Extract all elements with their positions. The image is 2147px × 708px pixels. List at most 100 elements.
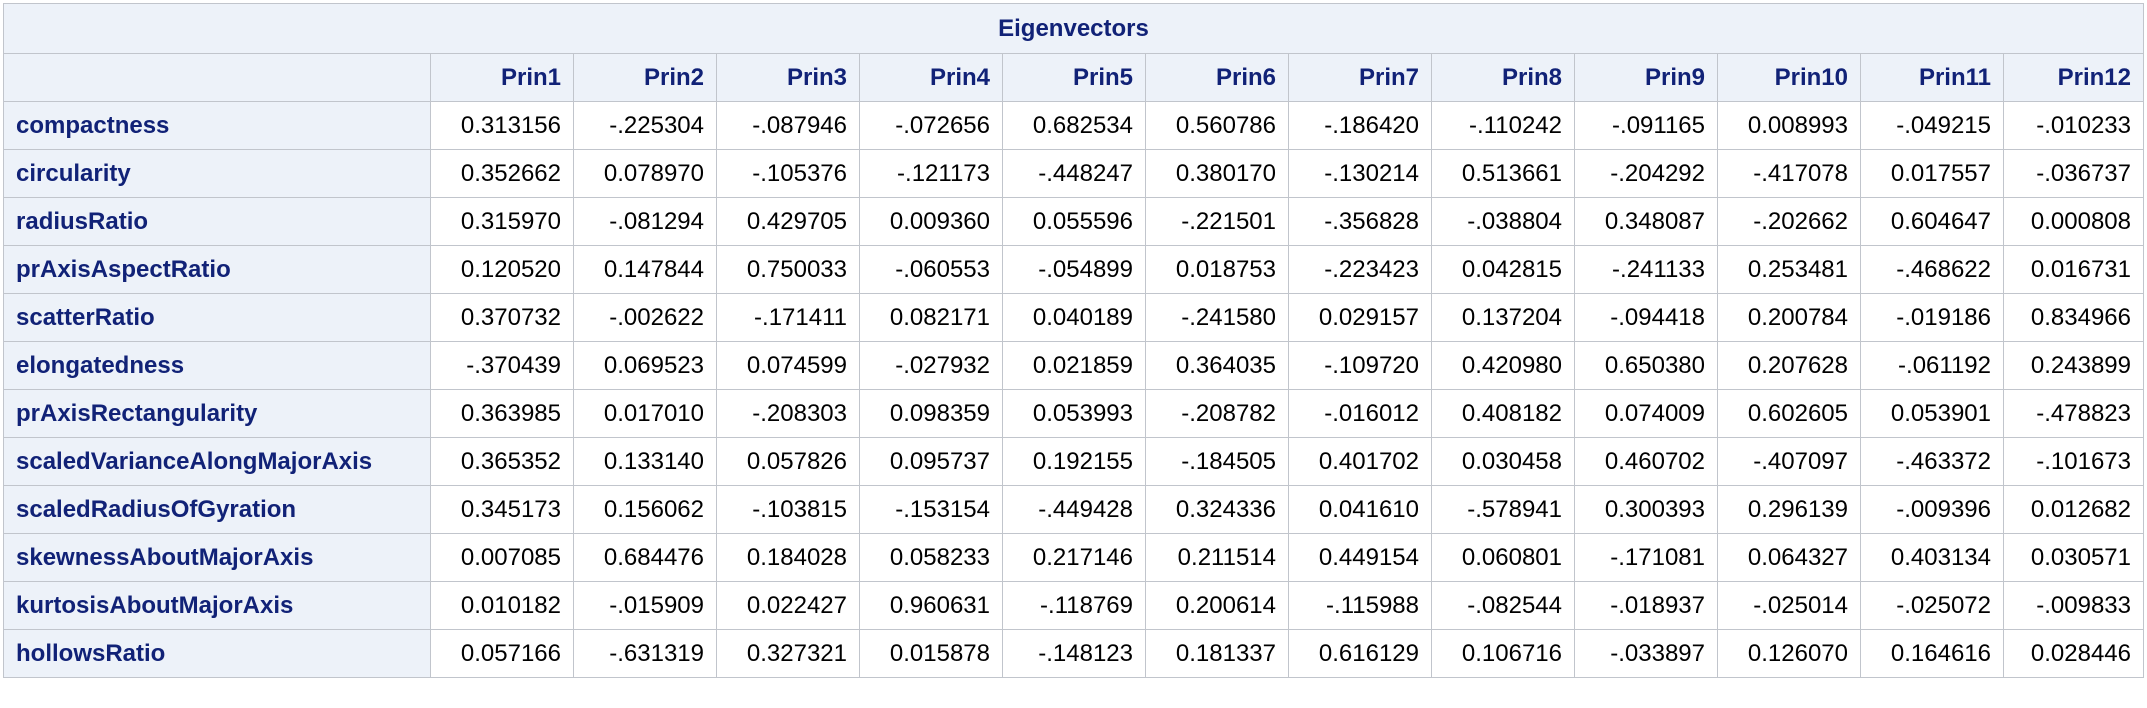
table-cell: -.072656 xyxy=(859,101,1003,150)
table-cell: 0.156062 xyxy=(573,485,717,534)
row-header: kurtosisAboutMajorAxis xyxy=(3,581,431,630)
table-cell: -.241133 xyxy=(1574,245,1718,294)
table-cell: -.221501 xyxy=(1145,197,1289,246)
table-cell: 0.602605 xyxy=(1717,389,1861,438)
table-cell: -.204292 xyxy=(1574,149,1718,198)
table-cell: -.121173 xyxy=(859,149,1003,198)
table-cell: -.578941 xyxy=(1431,485,1575,534)
table-cell: 0.021859 xyxy=(1002,341,1146,390)
table-cell: 0.253481 xyxy=(1717,245,1861,294)
table-cell: 0.207628 xyxy=(1717,341,1861,390)
table-cell: -.171081 xyxy=(1574,533,1718,582)
column-header: Prin11 xyxy=(1860,53,2004,102)
table-cell: -.118769 xyxy=(1002,581,1146,630)
table-cell: 0.313156 xyxy=(430,101,574,150)
table-cell: 0.403134 xyxy=(1860,533,2004,582)
table-cell: 0.064327 xyxy=(1717,533,1861,582)
table-cell: -.130214 xyxy=(1288,149,1432,198)
table-row: hollowsRatio 0.057166 -.631319 0.327321 0.01… xyxy=(3,629,2144,678)
table-cell: 0.040189 xyxy=(1002,293,1146,342)
table-cell: -.025014 xyxy=(1717,581,1861,630)
row-header: scaledRadiusOfGyration xyxy=(3,485,431,534)
table-cell: -.478823 xyxy=(2003,389,2144,438)
column-header: Prin10 xyxy=(1717,53,1861,102)
table-cell: -.356828 xyxy=(1288,197,1432,246)
table-cell: -.081294 xyxy=(573,197,717,246)
eigenvectors-table-container: Eigenvectors Prin1 Prin2 Prin3 Prin4 Prin5 Pr… xyxy=(3,3,2144,678)
table-cell: -.463372 xyxy=(1860,437,2004,486)
column-header: Prin4 xyxy=(859,53,1003,102)
table-cell: -.025072 xyxy=(1860,581,2004,630)
table-cell: 0.057826 xyxy=(716,437,860,486)
column-header: Prin9 xyxy=(1574,53,1718,102)
table-cell: -.036737 xyxy=(2003,149,2144,198)
table-cell: 0.834966 xyxy=(2003,293,2144,342)
table-cell: -.009833 xyxy=(2003,581,2144,630)
table-cell: -.241580 xyxy=(1145,293,1289,342)
table-cell: 0.098359 xyxy=(859,389,1003,438)
table-cell: 0.069523 xyxy=(573,341,717,390)
table-cell: 0.164616 xyxy=(1860,629,2004,678)
table-cell: -.105376 xyxy=(716,149,860,198)
table-cell: 0.217146 xyxy=(1002,533,1146,582)
table-cell: 0.060801 xyxy=(1431,533,1575,582)
table-cell: 0.296139 xyxy=(1717,485,1861,534)
table-cell: -.184505 xyxy=(1145,437,1289,486)
table-cell: -.407097 xyxy=(1717,437,1861,486)
table-cell: 0.133140 xyxy=(573,437,717,486)
table-cell: 0.324336 xyxy=(1145,485,1289,534)
table-cell: -.631319 xyxy=(573,629,717,678)
table-cell: 0.074599 xyxy=(716,341,860,390)
table-cell: -.018937 xyxy=(1574,581,1718,630)
table-cell: 0.055596 xyxy=(1002,197,1146,246)
table-cell: -.019186 xyxy=(1860,293,2004,342)
table-cell: -.082544 xyxy=(1431,581,1575,630)
table-cell: 0.057166 xyxy=(430,629,574,678)
table-cell: -.054899 xyxy=(1002,245,1146,294)
table-cell: -.370439 xyxy=(430,341,574,390)
table-cell: 0.315970 xyxy=(430,197,574,246)
table-cell: 0.184028 xyxy=(716,533,860,582)
column-header: Prin2 xyxy=(573,53,717,102)
table-cell: 0.682534 xyxy=(1002,101,1146,150)
table-cell: -.038804 xyxy=(1431,197,1575,246)
table-row: circularity 0.352662 0.078970 -.105376 -.121… xyxy=(3,149,2144,198)
table-row: scaledVarianceAlongMajorAxis 0.365352 0.13… xyxy=(3,437,2144,486)
table-cell: -.186420 xyxy=(1288,101,1432,150)
table-cell: 0.074009 xyxy=(1574,389,1718,438)
column-header: Prin7 xyxy=(1288,53,1432,102)
table-cell: 0.008993 xyxy=(1717,101,1861,150)
table-cell: -.153154 xyxy=(859,485,1003,534)
table-cell: -.010233 xyxy=(2003,101,2144,150)
table-cell: -.208782 xyxy=(1145,389,1289,438)
table-cell: -.208303 xyxy=(716,389,860,438)
row-header: scatterRatio xyxy=(3,293,431,342)
table-cell: 0.029157 xyxy=(1288,293,1432,342)
table-cell: -.225304 xyxy=(573,101,717,150)
table-cell: -.016012 xyxy=(1288,389,1432,438)
table-cell: 0.147844 xyxy=(573,245,717,294)
table-cell: 0.126070 xyxy=(1717,629,1861,678)
table-row: compactness 0.313156 -.225304 -.087946 -.072… xyxy=(3,101,2144,150)
table-cell: 0.348087 xyxy=(1574,197,1718,246)
caption-row: Eigenvectors xyxy=(3,3,2144,54)
table-cell: 0.082171 xyxy=(859,293,1003,342)
table-cell: -.449428 xyxy=(1002,485,1146,534)
table-cell: -.110242 xyxy=(1431,101,1575,150)
table-cell: 0.030571 xyxy=(2003,533,2144,582)
table-cell: 0.650380 xyxy=(1574,341,1718,390)
row-header: prAxisAspectRatio xyxy=(3,245,431,294)
table-cell: 0.449154 xyxy=(1288,533,1432,582)
table-cell: 0.352662 xyxy=(430,149,574,198)
table-cell: 0.078970 xyxy=(573,149,717,198)
table-cell: -.091165 xyxy=(1574,101,1718,150)
table-body: compactness 0.313156 -.225304 -.087946 -.072… xyxy=(3,101,2144,678)
table-cell: 0.017010 xyxy=(573,389,717,438)
table-cell: 0.243899 xyxy=(2003,341,2144,390)
table-cell: 0.009360 xyxy=(859,197,1003,246)
table-row: scatterRatio 0.370732 -.002622 -.171411 0.08… xyxy=(3,293,2144,342)
table-cell: 0.106716 xyxy=(1431,629,1575,678)
table-cell: 0.181337 xyxy=(1145,629,1289,678)
table-cell: 0.010182 xyxy=(430,581,574,630)
table-cell: 0.041610 xyxy=(1288,485,1432,534)
